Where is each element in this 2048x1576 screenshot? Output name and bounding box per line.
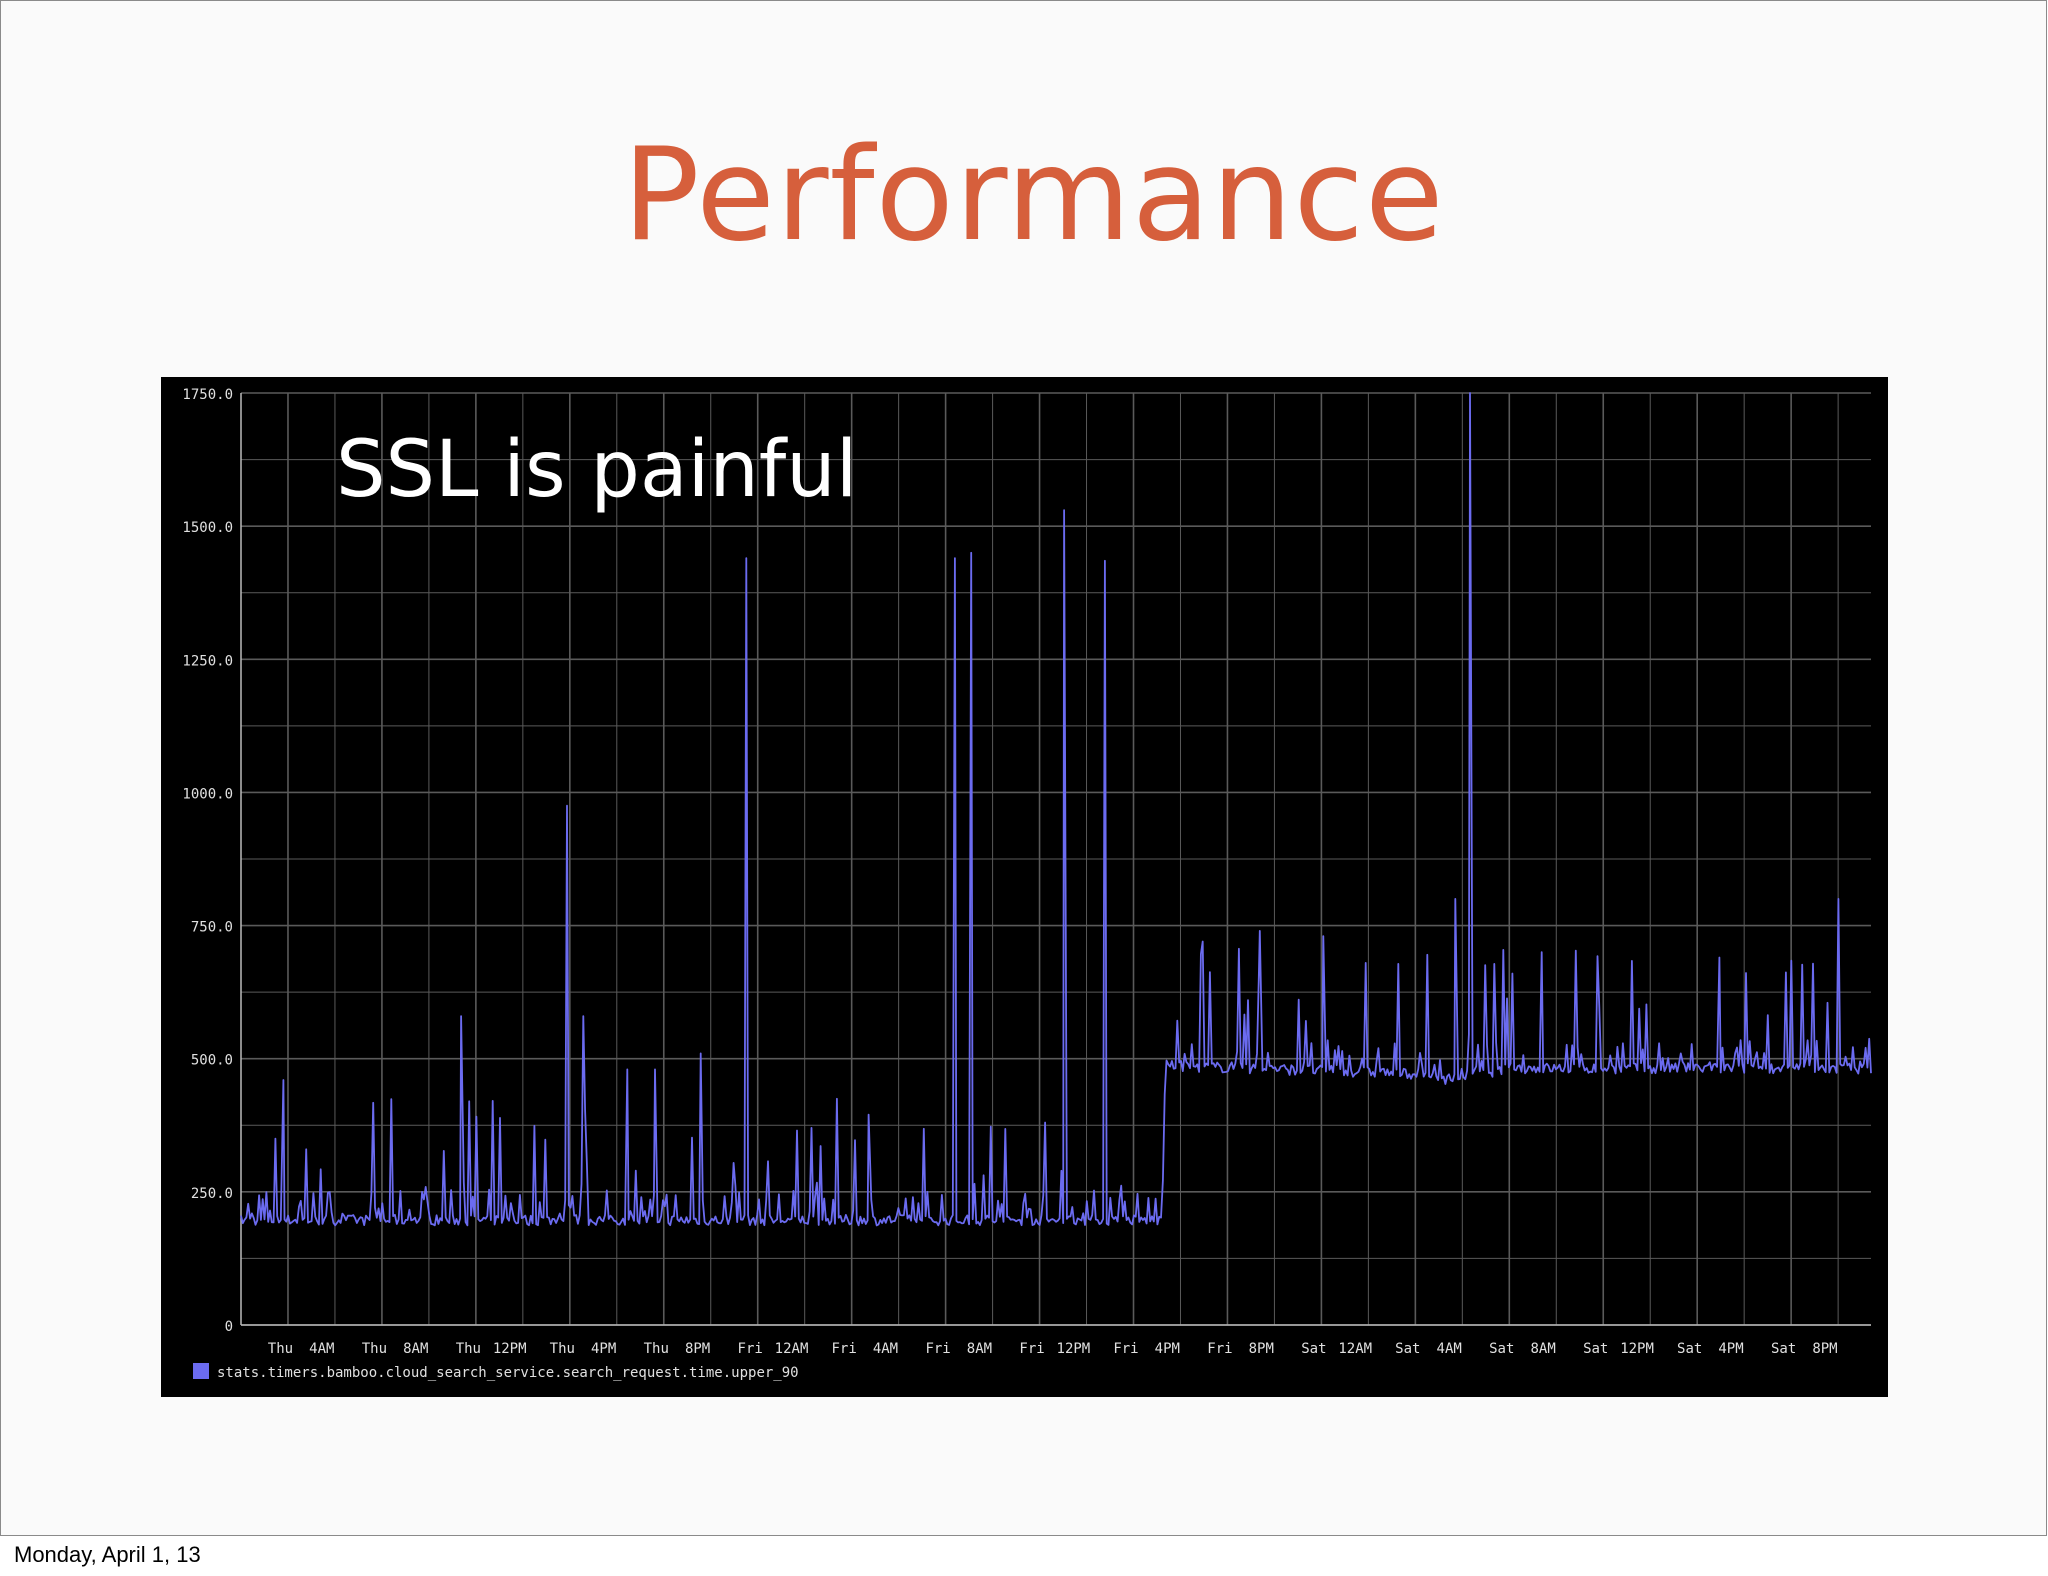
x-tick-label: 12PM	[493, 1341, 527, 1357]
x-tick-label: 8PM	[1812, 1341, 1837, 1357]
y-tick-label: 750.0	[191, 920, 233, 936]
x-tick-label: 4AM	[309, 1341, 334, 1357]
y-tick-label: 1250.0	[182, 653, 233, 669]
x-tick-label: Fri	[1019, 1341, 1044, 1357]
series-line	[240, 392, 1872, 1227]
x-tick-label: Sat	[1395, 1341, 1420, 1357]
x-tick-label: Sat	[1301, 1341, 1326, 1357]
x-tick-label: Thu	[550, 1341, 575, 1357]
x-tick-label: Fri	[831, 1341, 856, 1357]
chart-panel: 0 250.0 500.0 750.0 1000.0 1250.0 1500.0 1750.0…	[161, 377, 1888, 1397]
x-tick-label: Fri	[738, 1341, 763, 1357]
x-tick-label: Fri	[1113, 1341, 1138, 1357]
x-tick-label: 8AM	[1530, 1341, 1555, 1357]
y-tick-label: 1000.0	[182, 786, 233, 802]
x-tick-label: Sat	[1489, 1341, 1514, 1357]
x-tick-label: Sat	[1677, 1341, 1702, 1357]
chart-annotation: SSL is painful	[336, 425, 858, 515]
line-chart: 0 250.0 500.0 750.0 1000.0 1250.0 1500.0 1750.0…	[161, 377, 1888, 1397]
x-tick-label: Thu	[268, 1341, 293, 1357]
x-tick-label: 4AM	[1437, 1341, 1462, 1357]
x-tick-label: 12AM	[1338, 1341, 1372, 1357]
y-tick-label: 1500.0	[182, 520, 233, 536]
y-tick-label: 1750.0	[182, 387, 233, 403]
x-tick-label: 4PM	[1718, 1341, 1743, 1357]
x-tick-label: Thu	[644, 1341, 669, 1357]
x-tick-label: Fri	[925, 1341, 950, 1357]
slide: Performance 0 250.0 500.0 750.0 1000.0 1250.0…	[0, 0, 2047, 1536]
x-tick-label: 8PM	[1249, 1341, 1274, 1357]
slide-title: Performance	[622, 121, 1445, 270]
x-tick-label: Thu	[362, 1341, 387, 1357]
y-tick-label: 0	[225, 1319, 233, 1335]
legend-label: stats.timers.bamboo.cloud_search_service…	[217, 1365, 799, 1381]
x-tick-label: 8AM	[967, 1341, 992, 1357]
footer-date: Monday, April 1, 13	[14, 1542, 201, 1567]
y-tick-label: 500.0	[191, 1053, 233, 1069]
x-tick-label: 4PM	[1155, 1341, 1180, 1357]
x-tick-label: Thu	[456, 1341, 481, 1357]
legend-swatch	[193, 1363, 209, 1379]
x-tick-label: 12AM	[775, 1341, 809, 1357]
chart-background	[161, 377, 1888, 1397]
x-tick-label: 8PM	[685, 1341, 710, 1357]
y-tick-label: 250.0	[191, 1186, 233, 1202]
x-tick-label: 12PM	[1057, 1341, 1091, 1357]
x-tick-label: 4AM	[873, 1341, 898, 1357]
x-tick-label: Sat	[1583, 1341, 1608, 1357]
x-tick-label: 4PM	[591, 1341, 616, 1357]
x-tick-label: 8AM	[403, 1341, 428, 1357]
x-tick-label: 12PM	[1620, 1341, 1654, 1357]
x-tick-label: Sat	[1771, 1341, 1796, 1357]
x-tick-label: Fri	[1207, 1341, 1232, 1357]
